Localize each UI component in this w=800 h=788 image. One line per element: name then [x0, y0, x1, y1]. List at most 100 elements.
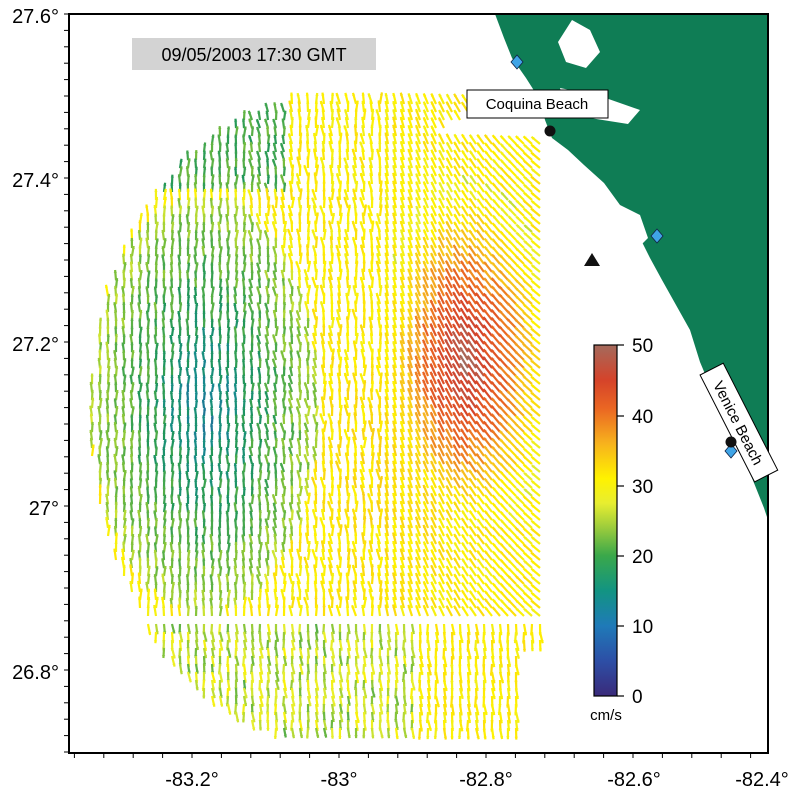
current-vector-head: [338, 156, 342, 160]
current-vector-head: [453, 244, 457, 249]
current-vector-head: [315, 236, 319, 240]
current-vector-head: [297, 108, 301, 112]
current-vector-head: [288, 157, 292, 161]
current-vector-head: [384, 157, 388, 161]
current-vector-head: [468, 245, 472, 249]
current-vector-head: [336, 220, 340, 224]
current-vector-head: [454, 101, 457, 106]
current-vector-head: [360, 236, 365, 240]
current-vector-head: [531, 160, 535, 164]
current-vector-head: [250, 246, 254, 249]
current-vector-head: [275, 196, 279, 200]
current-vector-head: [265, 110, 269, 114]
current-vector-head: [523, 192, 527, 196]
current-vector-head: [438, 245, 442, 249]
current-vector-head: [266, 246, 270, 249]
current-vector-head: [336, 196, 340, 200]
current-vector-head: [203, 189, 207, 192]
current-vector-head: [392, 221, 396, 225]
current-vector-head: [516, 232, 520, 236]
current-vector-head: [195, 205, 199, 209]
current-vector-head: [210, 142, 214, 145]
current-vector-head: [297, 100, 301, 104]
current-vector-head: [407, 117, 411, 121]
current-vector-head: [170, 230, 175, 233]
current-vector-head: [392, 101, 396, 105]
current-vector-head: [130, 238, 134, 241]
current-vector-head: [446, 150, 450, 154]
current-vector-head: [211, 174, 215, 178]
current-vector-head: [377, 172, 382, 176]
current-vector-head: [235, 174, 239, 178]
current-vector-head: [469, 150, 473, 154]
current-vector-head: [531, 168, 535, 172]
current-vector-head: [225, 197, 229, 201]
current-vector-head: [264, 230, 268, 234]
current-vector-head: [400, 181, 404, 185]
current-vector-head: [266, 174, 271, 178]
current-vector-head: [219, 182, 223, 186]
current-vector-head: [193, 188, 197, 192]
current-vector-head: [461, 214, 465, 218]
current-vector-head: [438, 221, 442, 225]
current-vector-head: [307, 204, 311, 208]
current-vector-head: [361, 92, 365, 96]
current-vector-head: [400, 133, 404, 137]
current-vector-head: [272, 118, 276, 122]
current-vector-head: [297, 148, 301, 152]
current-vector-head: [500, 223, 504, 227]
current-vector-head: [423, 189, 427, 193]
current-vector-head: [515, 207, 519, 211]
current-vector-head: [415, 165, 419, 169]
current-vector-head: [415, 221, 419, 225]
current-vector-head: [461, 190, 465, 194]
current-vector-head: [307, 116, 311, 120]
current-vector-head: [531, 184, 535, 188]
current-vector-head: [423, 109, 427, 113]
current-vector-head: [378, 124, 382, 128]
current-vector-head: [242, 205, 246, 209]
current-vector-head: [266, 237, 270, 241]
current-vector-head: [131, 246, 135, 249]
current-vector-head: [201, 205, 205, 209]
current-vector-head: [392, 212, 396, 216]
current-vector-head: [352, 92, 356, 96]
current-vector-head: [145, 237, 149, 241]
current-vector-head: [306, 228, 311, 232]
current-vector-head: [154, 213, 158, 217]
current-vector-head: [508, 191, 512, 195]
current-vector-head: [392, 93, 396, 96]
current-vector-head: [461, 134, 465, 138]
current-vector-head: [337, 228, 341, 232]
current-vector-head: [492, 175, 496, 179]
current-vector-head: [289, 188, 293, 192]
current-vector-head: [438, 205, 442, 209]
current-vector-head: [485, 143, 488, 147]
current-vector-head: [354, 108, 358, 112]
current-vector-head: [210, 238, 214, 242]
current-vector-head: [515, 152, 519, 156]
current-vector-head: [407, 93, 411, 97]
current-vector-head: [291, 164, 295, 168]
current-vector-head: [178, 182, 182, 186]
current-vector-head: [438, 213, 442, 217]
current-vector-head: [438, 229, 442, 233]
current-vector-head: [343, 244, 348, 248]
current-vector-head: [281, 212, 285, 216]
current-vector-head: [369, 100, 373, 104]
current-vector-head: [202, 213, 206, 217]
current-vector-head: [484, 134, 488, 138]
current-vector-head: [477, 174, 481, 178]
current-vector-head: [492, 167, 496, 171]
current-vector-head: [170, 205, 174, 209]
current-vector-head: [423, 205, 427, 209]
current-vector-head: [377, 228, 381, 232]
current-vector-head: [218, 142, 222, 146]
current-vector-head: [384, 172, 388, 176]
current-vector-head: [154, 246, 158, 249]
current-vector-head: [423, 125, 427, 129]
current-vector-head: [307, 109, 311, 112]
current-vector-head: [392, 133, 396, 137]
current-vector-head: [280, 174, 284, 178]
current-vector-head: [477, 142, 481, 146]
